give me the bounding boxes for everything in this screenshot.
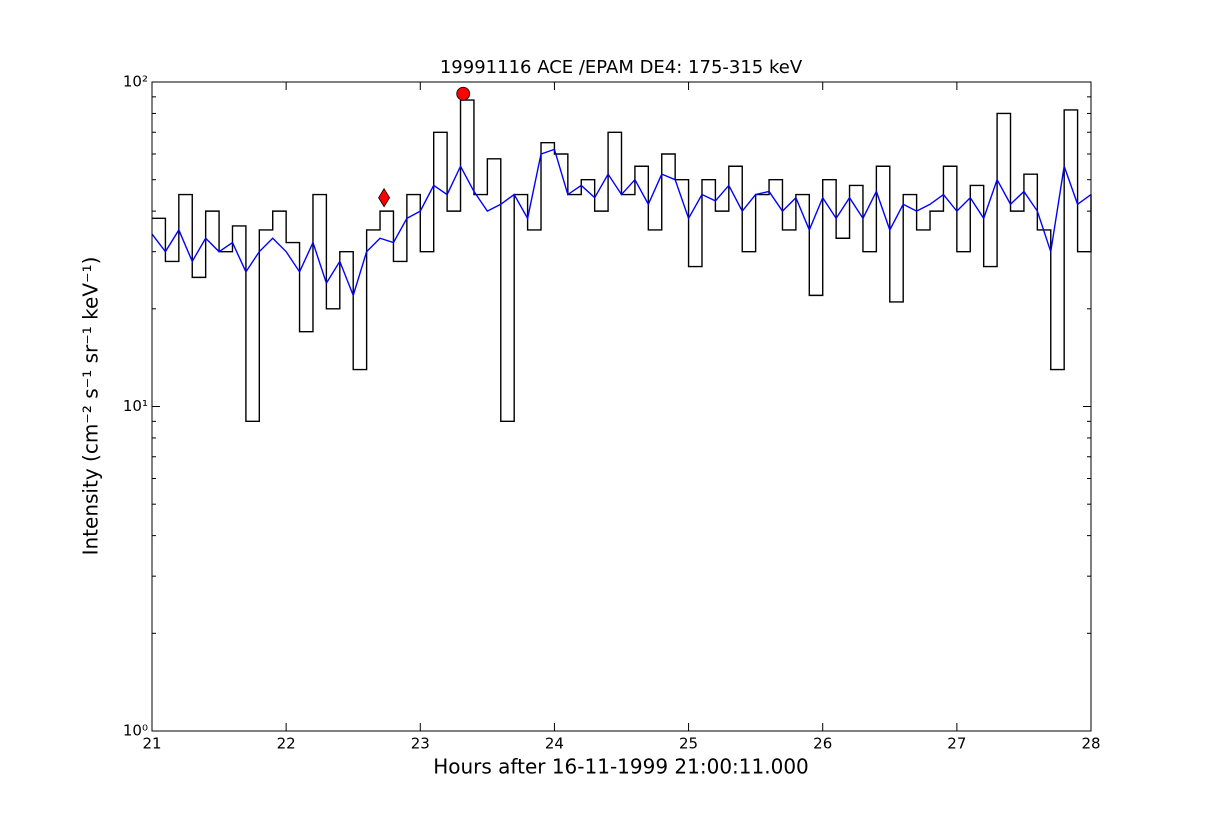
x-tick-label: 24	[545, 735, 564, 753]
chart-title: 19991116 ACE /EPAM DE4: 175-315 keV	[440, 57, 803, 78]
x-axis-label: Hours after 16-11-1999 21:00:11.000	[433, 755, 809, 779]
x-tick-label: 28	[1081, 735, 1100, 753]
x-tick-label: 25	[679, 735, 698, 753]
x-tick-label: 23	[411, 735, 430, 753]
y-axis-label: Intensity (cm⁻² s⁻¹ sr⁻¹ keV⁻¹)	[79, 257, 103, 556]
y-tick-label: 10⁰	[123, 722, 148, 740]
x-tick-label: 22	[277, 735, 296, 753]
marker	[378, 187, 391, 208]
plot-frame	[151, 81, 1092, 732]
x-tick-label: 26	[813, 735, 832, 753]
y-tick-label: 10¹	[123, 397, 148, 415]
marker	[456, 86, 471, 101]
series-line	[151, 148, 1092, 298]
y-tick-label: 10²	[123, 73, 148, 91]
x-tick-label: 21	[142, 735, 161, 753]
x-tick-label: 27	[947, 735, 966, 753]
